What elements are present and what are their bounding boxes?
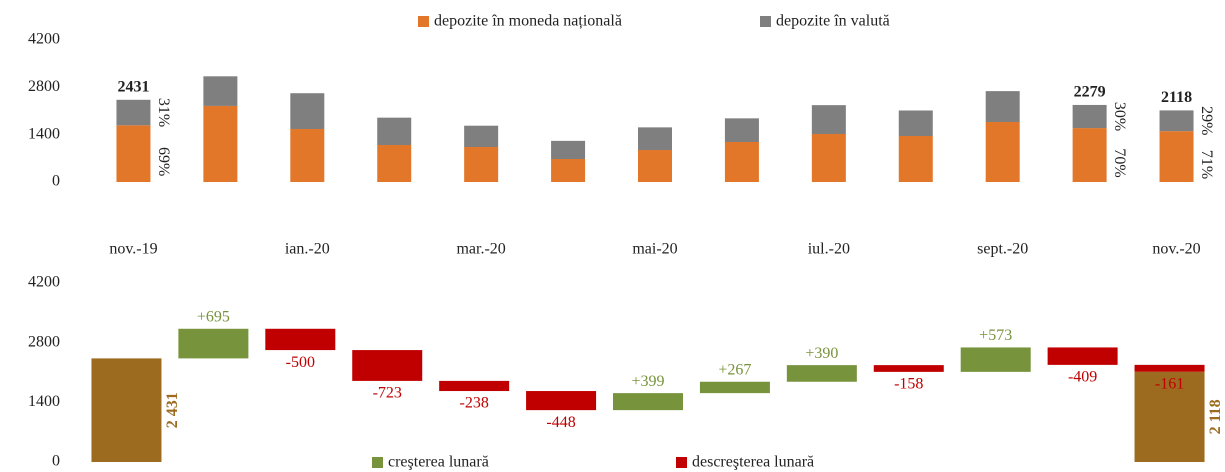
start-bar [91, 358, 162, 462]
change-label: -409 [1068, 369, 1097, 386]
y-tick-label: 1400 [28, 125, 60, 142]
bar-segment [203, 76, 238, 106]
y-tick-label: 4200 [28, 274, 60, 291]
share-label: 71% [1198, 150, 1215, 179]
x-tick-label: ian.-20 [285, 241, 330, 258]
increase-bar [960, 347, 1031, 372]
increase-bar [178, 328, 249, 359]
bar-segment [1159, 131, 1194, 182]
total-label: 2431 [117, 78, 149, 95]
bar-segment [811, 133, 846, 182]
bar-segment [290, 128, 325, 182]
x-tick-label: iul.-20 [808, 241, 850, 258]
bar-segment [1072, 104, 1107, 129]
increase-bar [699, 381, 770, 394]
change-label: +399 [631, 373, 664, 390]
bar-segment [985, 91, 1020, 122]
decrease-bar [439, 380, 510, 392]
legend-swatch [676, 457, 687, 468]
bar-segment [116, 99, 151, 126]
change-label: -161 [1155, 375, 1184, 392]
legend-label: creşterea lunară [388, 454, 489, 471]
bar-segment [464, 147, 499, 182]
change-label: -448 [546, 414, 575, 431]
change-label: -158 [894, 376, 923, 393]
increase-bar [613, 393, 683, 411]
bar-segment [1159, 110, 1194, 132]
share-label: 29% [1198, 106, 1215, 135]
legend-swatch [760, 16, 771, 27]
legend-swatch [372, 457, 383, 468]
bar-segment [377, 117, 412, 146]
total-label: 2118 [1161, 89, 1192, 106]
share-label: 31% [155, 98, 172, 127]
decrease-bar [873, 365, 944, 372]
legend-label: depozite în valută [776, 13, 890, 30]
y-tick-label: 1400 [28, 393, 60, 410]
x-tick-label: mai-20 [632, 241, 677, 258]
increase-bar [786, 365, 857, 382]
bar-segment [898, 135, 933, 182]
bar-segment [377, 145, 412, 182]
bar-segment [290, 93, 325, 129]
legend-swatch [418, 16, 429, 27]
share-label: 30% [1111, 102, 1128, 131]
y-tick-label: 2800 [28, 78, 60, 95]
x-tick-label: mar.-20 [456, 241, 505, 258]
bar-segment [811, 105, 846, 134]
bar-segment [724, 118, 759, 143]
end-bar [1134, 371, 1205, 462]
bar-segment [464, 125, 499, 148]
total-label: 2 431 [164, 392, 181, 428]
decrease-bar [352, 350, 423, 381]
decrease-bar [265, 328, 336, 351]
bar-segment [551, 159, 586, 182]
share-label: 69% [155, 147, 172, 176]
bar-segment [638, 127, 672, 151]
change-label: +573 [979, 327, 1012, 344]
bar-segment [898, 110, 933, 136]
change-label: -723 [373, 385, 402, 402]
share-label: 70% [1111, 148, 1128, 177]
y-tick-label: 0 [52, 173, 60, 190]
bar-segment [638, 150, 672, 182]
change-label: +390 [805, 345, 838, 362]
change-label: -238 [459, 395, 488, 412]
y-tick-label: 0 [52, 453, 60, 470]
y-tick-label: 4200 [28, 31, 60, 48]
legend-label: descreşterea lunară [692, 454, 814, 471]
bar-segment [724, 142, 759, 182]
bar-segment [1072, 128, 1107, 182]
decrease-bar [1134, 364, 1205, 372]
x-tick-label: sept.-20 [977, 241, 1028, 258]
bar-segment [203, 105, 238, 182]
x-tick-label: nov.-19 [109, 241, 157, 258]
legend-label: depozite în moneda națională [434, 13, 622, 30]
y-tick-label: 2800 [28, 333, 60, 350]
x-tick-label: nov.-20 [1152, 241, 1200, 258]
total-label: 2 118 [1207, 399, 1224, 434]
decrease-bar [1047, 347, 1118, 365]
bar-segment [985, 121, 1020, 182]
change-label: -500 [286, 354, 315, 371]
bar-segment [551, 140, 586, 160]
total-label: 2279 [1074, 84, 1106, 101]
decrease-bar [526, 391, 597, 411]
bar-segment [116, 125, 151, 182]
change-label: +695 [197, 308, 230, 325]
change-label: +267 [718, 361, 751, 378]
